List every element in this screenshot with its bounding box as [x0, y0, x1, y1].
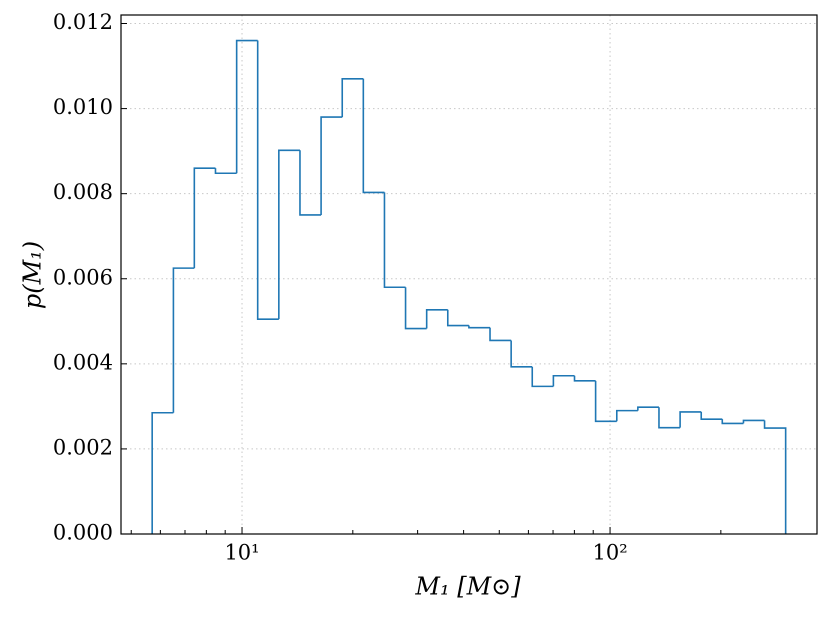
histogram-step	[594, 380, 617, 423]
histogram-step	[151, 411, 174, 534]
histogram-step	[256, 40, 279, 320]
histogram-step	[468, 325, 491, 329]
histogram-step	[510, 340, 533, 368]
histogram-step	[341, 78, 364, 118]
histogram-step	[362, 78, 385, 194]
histogram-step	[637, 406, 659, 411]
histogram-step	[446, 309, 469, 327]
histogram-step	[320, 116, 343, 215]
histogram-step	[552, 374, 575, 387]
y-tick-label: 0.006	[53, 265, 113, 289]
histogram-step	[763, 420, 787, 534]
histogram-step	[278, 149, 300, 320]
y-tick-label: 0.008	[53, 180, 113, 204]
histogram-step	[235, 39, 258, 174]
histogram-step	[383, 192, 406, 289]
histogram-step	[404, 287, 427, 330]
y-axis-label: p(M₁)	[19, 241, 47, 309]
y-tick-label: 0.010	[53, 95, 113, 119]
histogram-step	[531, 366, 554, 388]
histogram-step	[700, 411, 723, 420]
histogram-step	[214, 168, 237, 175]
y-tick-label: 0.004	[53, 350, 113, 374]
histogram-step	[742, 419, 765, 424]
x-tick-label: 10²	[592, 541, 627, 565]
histogram-step	[679, 411, 702, 428]
histogram-step	[721, 419, 744, 425]
x-axis-label: M₁ [M⊙]	[414, 573, 521, 601]
histogram-step	[172, 267, 195, 413]
histogram-step	[573, 375, 596, 382]
histogram-step	[658, 407, 681, 429]
y-tick-label: 0.002	[53, 435, 113, 459]
histogram-step	[193, 167, 216, 269]
x-tick-label: 10¹	[224, 541, 259, 565]
plot-frame	[120, 14, 818, 535]
histogram-step	[299, 150, 322, 216]
histogram-step	[489, 327, 512, 342]
y-tick-label: 0.012	[53, 10, 113, 34]
y-tick-label: 0.000	[53, 521, 113, 545]
histogram-step	[425, 309, 448, 329]
histogram-step	[615, 409, 638, 422]
